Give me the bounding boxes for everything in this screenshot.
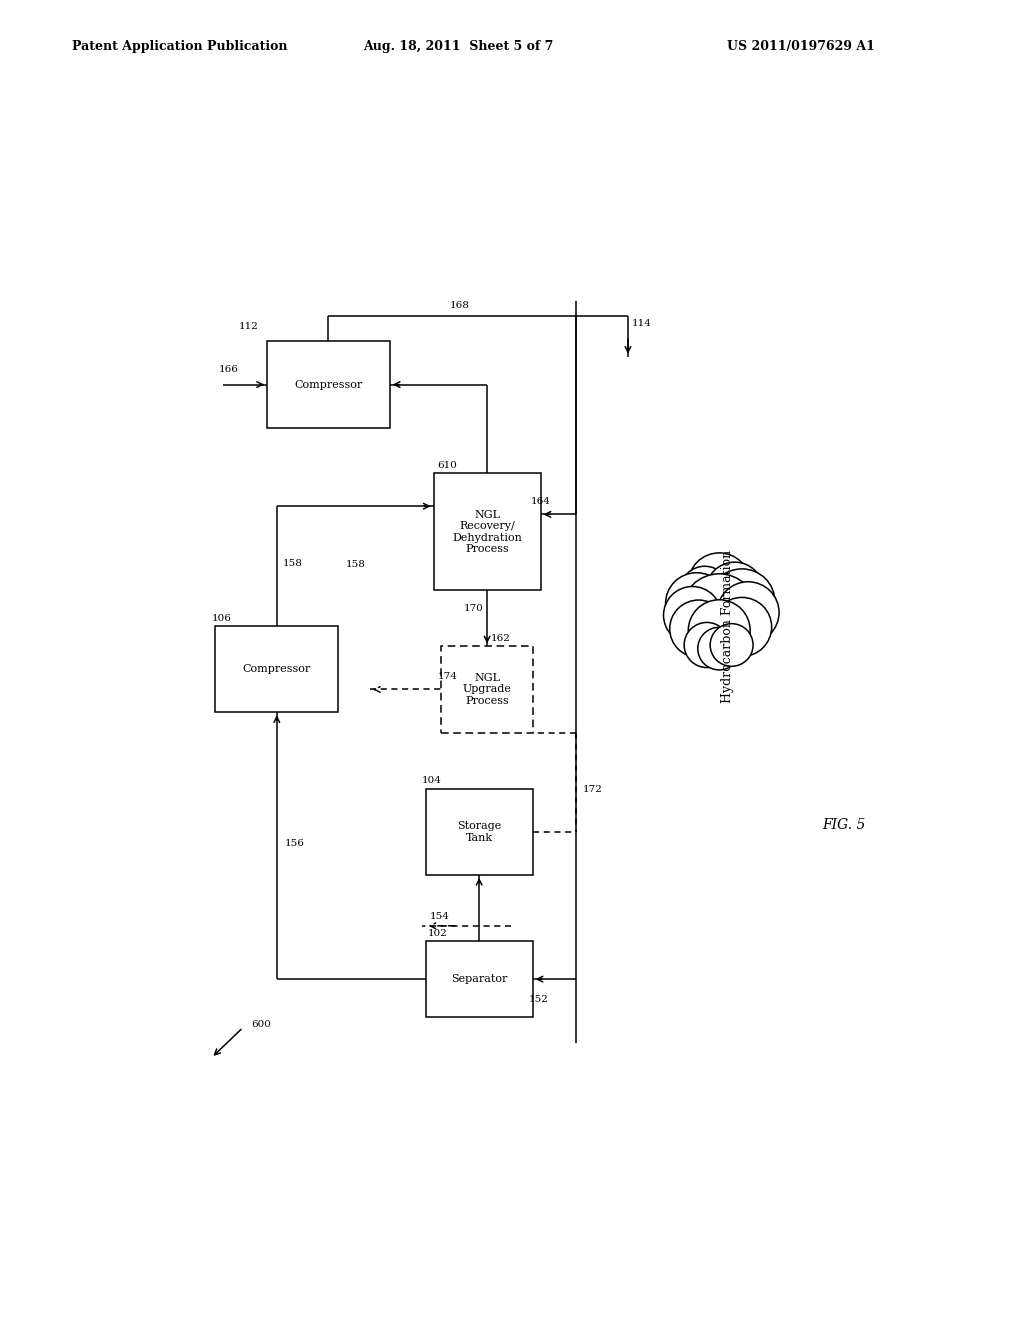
Ellipse shape [670, 601, 727, 657]
Bar [426, 788, 532, 875]
Text: 610: 610 [437, 462, 458, 470]
Ellipse shape [717, 582, 779, 643]
Ellipse shape [697, 627, 740, 671]
Text: 600: 600 [251, 1020, 271, 1030]
Text: 156: 156 [285, 838, 304, 847]
Bar [426, 941, 532, 1018]
Text: 166: 166 [219, 366, 240, 375]
Text: Storage
Tank: Storage Tank [457, 821, 502, 842]
Text: 164: 164 [531, 498, 551, 507]
Text: US 2011/0197629 A1: US 2011/0197629 A1 [727, 40, 874, 53]
Text: 162: 162 [492, 634, 511, 643]
Text: 158: 158 [284, 560, 303, 568]
Bar [267, 342, 390, 428]
Ellipse shape [682, 574, 757, 648]
Bar [433, 474, 541, 590]
Text: 104: 104 [422, 776, 441, 785]
Text: NGL
Upgrade
Process: NGL Upgrade Process [463, 673, 512, 706]
Ellipse shape [713, 598, 772, 656]
Text: 170: 170 [463, 603, 483, 612]
Text: 114: 114 [632, 319, 652, 329]
Text: 168: 168 [450, 301, 469, 310]
Text: Compressor: Compressor [294, 380, 362, 389]
Text: 172: 172 [583, 785, 602, 795]
Text: Patent Application Publication: Patent Application Publication [72, 40, 287, 53]
Text: FIG. 5: FIG. 5 [822, 818, 865, 832]
Ellipse shape [688, 553, 751, 614]
Ellipse shape [680, 566, 729, 615]
Text: 102: 102 [428, 929, 447, 939]
Text: 112: 112 [239, 322, 259, 330]
Ellipse shape [711, 623, 753, 667]
Bar [215, 626, 338, 713]
Ellipse shape [684, 623, 729, 668]
Text: Separator: Separator [451, 974, 507, 985]
Ellipse shape [664, 586, 721, 644]
Bar [441, 647, 532, 733]
Text: 154: 154 [430, 912, 450, 920]
Ellipse shape [706, 562, 764, 619]
Ellipse shape [709, 569, 775, 635]
Text: 174: 174 [437, 672, 458, 681]
Ellipse shape [666, 573, 727, 634]
Ellipse shape [688, 599, 751, 661]
Text: 106: 106 [211, 614, 231, 623]
Text: 158: 158 [346, 560, 367, 569]
Text: Compressor: Compressor [243, 664, 311, 675]
Text: Hydrocarbon Formation: Hydrocarbon Formation [721, 549, 733, 702]
Text: NGL
Recovery/
Dehydration
Process: NGL Recovery/ Dehydration Process [453, 510, 522, 554]
Text: Aug. 18, 2011  Sheet 5 of 7: Aug. 18, 2011 Sheet 5 of 7 [364, 40, 554, 53]
Text: 152: 152 [528, 994, 549, 1003]
